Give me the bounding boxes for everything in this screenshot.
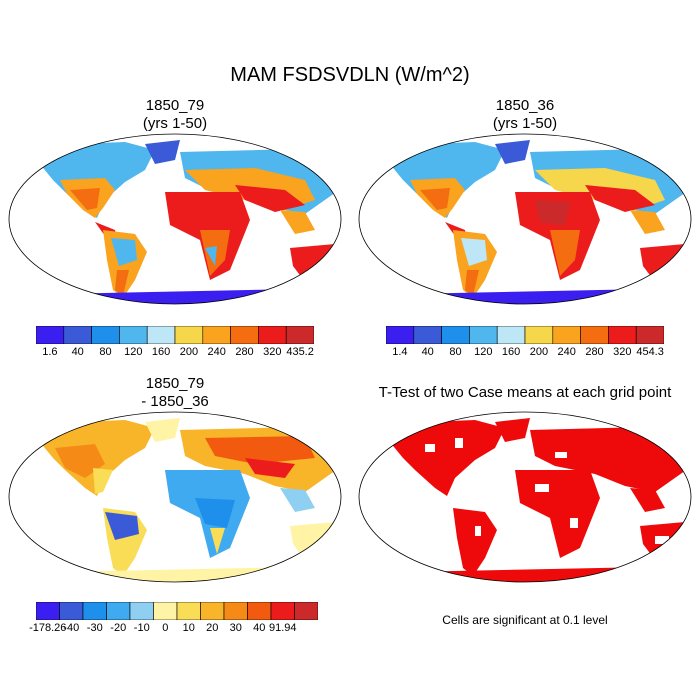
map-case2 — [358, 133, 692, 305]
colorbar-tick-label: 80 — [99, 346, 112, 358]
colorbar-tick-label: -40 — [63, 622, 80, 634]
panel-title-diff: 1850_79 - 1850_36 — [60, 375, 290, 411]
colorbar-tick-label: 1.6 — [42, 346, 58, 358]
colorbar-tick-label: -30 — [86, 622, 103, 634]
colorbar-swatch — [386, 326, 415, 344]
colorbar-swatch — [580, 326, 609, 344]
colorbar-case2 — [386, 326, 664, 344]
colorbar-swatch — [413, 326, 442, 344]
colorbar-swatch — [294, 602, 318, 620]
colorbar-tick-label: 30 — [229, 622, 242, 634]
colorbar-tick-label: 435.2 — [286, 346, 314, 358]
colorbar-swatch — [230, 326, 259, 344]
colorbar-tick-label: 20 — [206, 622, 219, 634]
colorbar-tick-label: -178.26 — [29, 622, 67, 634]
colorbar-tick-label: 240 — [207, 346, 226, 358]
colorbar-swatch — [176, 602, 201, 620]
colorbar-tick-label: 40 — [253, 622, 266, 634]
colorbar-diff-swatches — [36, 602, 318, 620]
panel-title-case2: 1850_36 (yrs 1-50) — [410, 97, 640, 133]
map-case1 — [8, 133, 342, 305]
colorbar-swatch — [153, 602, 178, 620]
colorbar-swatch — [635, 326, 664, 344]
colorbar-tick-label: 200 — [529, 346, 549, 358]
colorbar-swatch — [174, 326, 204, 344]
panel-title-case1-line2: (yrs 1-50) — [142, 115, 208, 132]
colorbar-tick-label: -10 — [133, 622, 150, 634]
colorbar-swatch — [129, 602, 154, 620]
colorbar-case1-swatches — [36, 326, 314, 344]
colorbar-tick-label: 40 — [71, 346, 84, 358]
colorbar-tick-label: 320 — [613, 346, 632, 358]
colorbar-swatch — [285, 326, 314, 344]
colorbar-swatch — [247, 602, 272, 620]
panel-title-case1-line1: 1850_79 — [145, 97, 205, 114]
colorbar-tick-label: 160 — [151, 346, 171, 358]
colorbar-diff-labels: -178.26 -40 -30 -20 -10 0 10 20 30 40 91.94 — [29, 622, 318, 638]
colorbar-tick-label: 10 — [182, 622, 195, 634]
colorbar-tick-label: 240 — [557, 346, 576, 358]
panel-title-diff-line2: - 1850_36 — [141, 393, 209, 410]
colorbar-tick-label: 320 — [263, 346, 282, 358]
colorbar-case2-labels: 1.4 40 80 120 160 200 240 280 320 454.3 — [386, 346, 664, 362]
colorbar-swatch — [608, 326, 637, 344]
colorbar-case1 — [36, 326, 314, 344]
map-ttest — [358, 411, 692, 583]
colorbar-diff — [36, 602, 318, 620]
colorbar-case1-labels: 1.6 40 80 120 160 200 240 280 320 435.2 — [36, 346, 314, 362]
colorbar-swatch — [223, 602, 248, 620]
colorbar-tick-label: 200 — [179, 346, 199, 358]
map-diff — [8, 411, 342, 583]
colorbar-swatch — [36, 326, 65, 344]
colorbar-swatch — [59, 602, 84, 620]
colorbar-swatch — [82, 602, 107, 620]
colorbar-tick-label: 280 — [585, 346, 604, 358]
colorbar-swatch — [270, 602, 295, 620]
colorbar-swatch — [63, 326, 92, 344]
colorbar-tick-label: 40 — [421, 346, 434, 358]
colorbar-tick-label: 120 — [124, 346, 143, 358]
colorbar-swatch — [146, 326, 176, 344]
colorbar-swatch — [200, 602, 225, 620]
colorbar-swatch — [441, 326, 470, 344]
colorbar-swatch — [496, 326, 526, 344]
colorbar-swatch — [469, 326, 498, 344]
colorbar-tick-label: 120 — [474, 346, 493, 358]
colorbar-swatch — [552, 326, 581, 344]
colorbar-case2-swatches — [386, 326, 664, 344]
colorbar-swatch — [258, 326, 287, 344]
panel-title-diff-line1: 1850_79 — [145, 375, 205, 392]
figure-title: MAM FSDSVDLN (W/m^2) — [230, 64, 470, 86]
colorbar-swatch — [106, 602, 131, 620]
colorbar-tick-label: 80 — [449, 346, 462, 358]
ttest-note: Cells are significant at 0.1 level — [442, 613, 608, 627]
colorbar-swatch — [36, 602, 60, 620]
panel-title-case1: 1850_79 (yrs 1-50) — [60, 97, 290, 133]
colorbar-tick-label: 454.3 — [636, 346, 664, 358]
colorbar-swatch — [91, 326, 120, 344]
colorbar-tick-label: -20 — [110, 622, 127, 634]
colorbar-tick-label: 280 — [235, 346, 254, 358]
colorbar-tick-label: 1.4 — [392, 346, 408, 358]
panel-title-ttest: T-Test of two Case means at each grid po… — [378, 384, 672, 401]
colorbar-swatch — [524, 326, 554, 344]
colorbar-swatch — [202, 326, 231, 344]
colorbar-swatch — [119, 326, 148, 344]
panel-title-case2-line1: 1850_36 — [495, 97, 555, 114]
colorbar-tick-label: 160 — [501, 346, 521, 358]
colorbar-tick-label: 91.94 — [268, 622, 297, 634]
panel-title-case2-line2: (yrs 1-50) — [492, 115, 558, 132]
colorbar-tick-label: 0 — [162, 622, 169, 634]
